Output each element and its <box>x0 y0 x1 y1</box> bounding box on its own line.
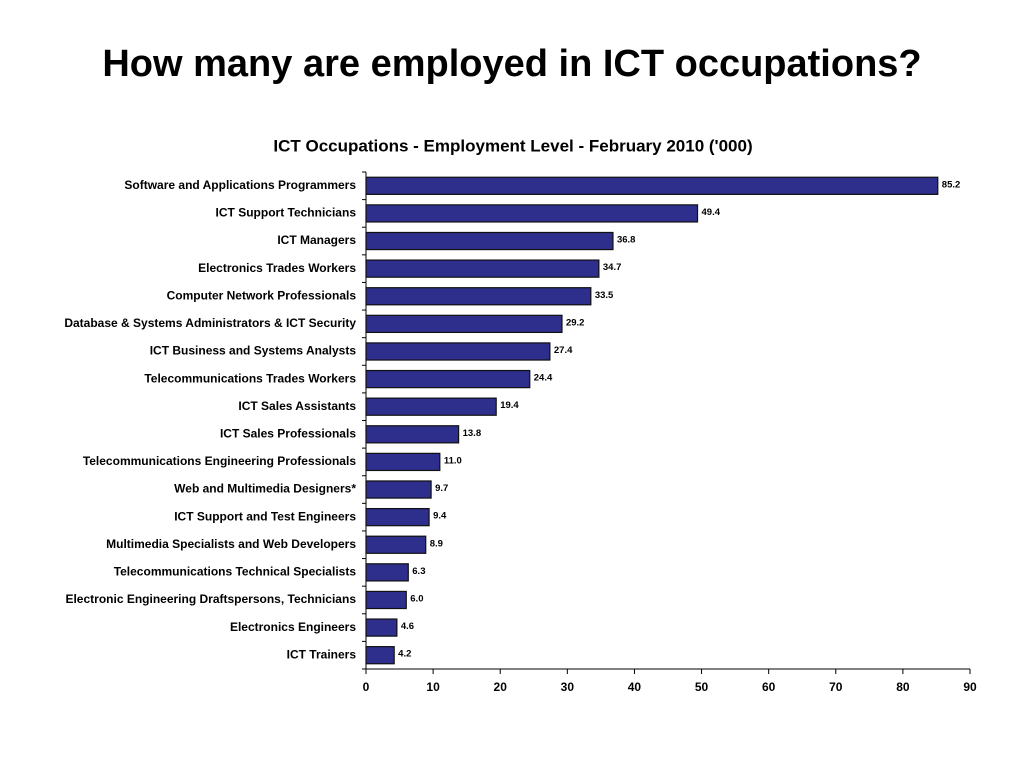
bar <box>365 397 497 416</box>
value-label: 4.2 <box>398 649 411 660</box>
chart-title: ICT Occupations - Employment Level - Feb… <box>273 136 752 155</box>
value-label: 6.3 <box>412 566 425 577</box>
y-tick-label: Telecommunications Technical Specialists <box>114 565 357 579</box>
x-tick-label: 70 <box>829 680 843 694</box>
y-tick-label: ICT Trainers <box>287 647 357 661</box>
value-label: 33.5 <box>595 290 614 301</box>
bar <box>365 535 427 554</box>
y-tick-label: ICT Sales Professionals <box>220 426 356 440</box>
bar <box>365 287 592 306</box>
value-label: 9.7 <box>435 483 448 494</box>
bar <box>365 507 430 527</box>
bar <box>365 176 939 195</box>
bar <box>365 480 432 499</box>
bar <box>365 618 398 637</box>
x-tick-label: 40 <box>628 680 642 694</box>
x-tick-label: 10 <box>426 680 440 694</box>
bar <box>365 204 699 223</box>
y-tick-label: Web and Multimedia Designers* <box>174 482 356 496</box>
bar <box>365 452 441 472</box>
y-tick-label: Computer Network Professionals <box>167 288 357 302</box>
x-tick-label: 30 <box>561 680 575 694</box>
value-label: 29.2 <box>566 317 585 328</box>
y-tick-label: Telecommunications Trades Workers <box>144 371 356 385</box>
value-label: 8.9 <box>430 538 443 549</box>
y-tick-label: ICT Sales Assistants <box>238 399 356 413</box>
bar <box>365 590 407 610</box>
value-label: 24.4 <box>534 373 553 384</box>
bar <box>365 231 614 251</box>
y-tick-label: ICT Managers <box>277 233 356 247</box>
x-tick-label: 50 <box>695 680 709 694</box>
bar <box>365 314 563 334</box>
y-tick-label: ICT Support and Test Engineers <box>174 509 356 523</box>
x-tick-label: 80 <box>896 680 910 694</box>
value-label: 9.4 <box>433 511 447 522</box>
value-label: 34.7 <box>603 262 622 273</box>
value-label: 13.8 <box>463 428 482 439</box>
bar <box>365 646 395 665</box>
x-tick-label: 20 <box>494 680 508 694</box>
y-tick-label: Telecommunications Engineering Professio… <box>83 454 357 468</box>
bar <box>365 425 460 444</box>
value-label: 11.0 <box>444 455 462 466</box>
y-tick-label: Electronic Engineering Draftspersons, Te… <box>65 592 356 606</box>
bar <box>365 563 409 582</box>
bar <box>365 259 600 278</box>
value-label: 19.4 <box>500 400 519 411</box>
slide-title: How many are employed in ICT occupations… <box>102 43 921 85</box>
value-label: 6.0 <box>410 593 423 604</box>
x-tick-label: 90 <box>963 680 977 694</box>
y-tick-label: Software and Applications Programmers <box>124 178 356 192</box>
bar <box>365 369 531 389</box>
y-tick-label: ICT Support Technicians <box>216 206 357 220</box>
value-label: 36.8 <box>617 235 636 246</box>
value-label: 49.4 <box>702 207 721 218</box>
y-tick-label: Electronics Trades Workers <box>198 261 356 275</box>
bar <box>365 342 551 361</box>
value-label: 4.6 <box>401 621 414 632</box>
value-label: 27.4 <box>554 345 573 356</box>
y-tick-label: Database & Systems Administrators & ICT … <box>64 316 356 330</box>
x-tick-label: 0 <box>363 680 370 694</box>
y-tick-label: Electronics Engineers <box>230 620 356 634</box>
x-tick-label: 60 <box>762 680 776 694</box>
y-tick-label: ICT Business and Systems Analysts <box>150 344 357 358</box>
value-label: 85.2 <box>942 179 961 190</box>
y-tick-label: Multimedia Specialists and Web Developer… <box>106 537 356 551</box>
